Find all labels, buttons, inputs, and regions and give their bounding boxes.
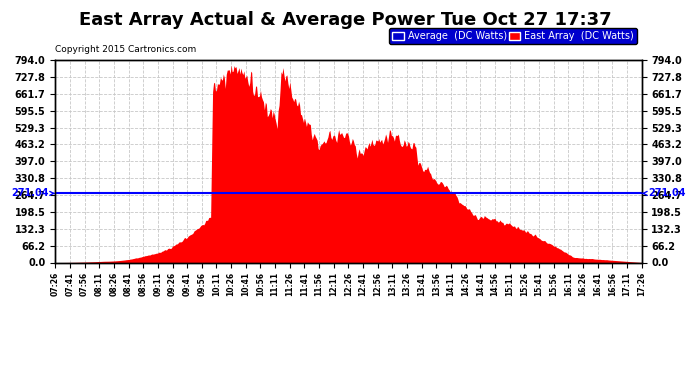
Text: 271.04: 271.04 <box>643 188 686 198</box>
Text: East Array Actual & Average Power Tue Oct 27 17:37: East Array Actual & Average Power Tue Oc… <box>79 11 611 29</box>
Legend: Average  (DC Watts), East Array  (DC Watts): Average (DC Watts), East Array (DC Watts… <box>389 28 637 44</box>
Text: 271.04: 271.04 <box>11 188 54 198</box>
Text: Copyright 2015 Cartronics.com: Copyright 2015 Cartronics.com <box>55 45 197 54</box>
